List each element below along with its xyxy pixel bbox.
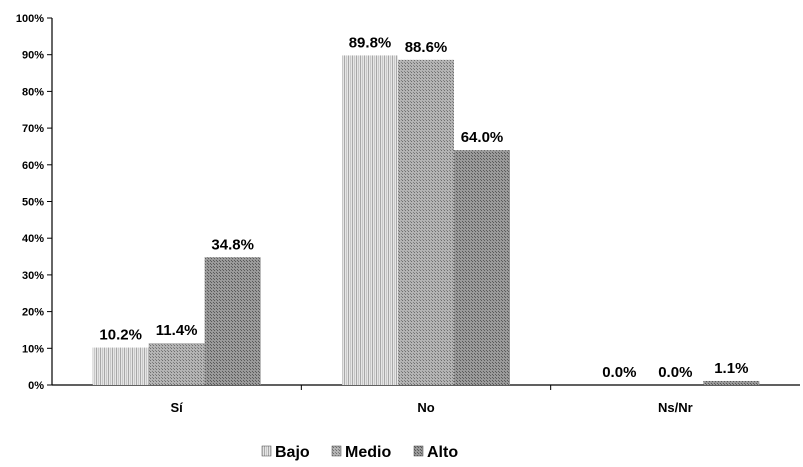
data-label: 1.1% — [714, 360, 748, 377]
y-tick-label: 0% — [28, 380, 44, 392]
y-tick-label: 30% — [22, 270, 44, 282]
y-axis-ticks: 0% 10% 20% 30% 40% 50% 60% 70% 80% 90% 100% — [16, 13, 52, 392]
data-label: 34.8% — [211, 236, 254, 253]
bar-medio — [398, 59, 454, 385]
bar-bajo — [92, 347, 149, 385]
bar-alto — [703, 380, 760, 385]
x-category-label: Sí — [171, 400, 184, 415]
data-label: 88.6% — [405, 39, 448, 56]
data-label: 89.8% — [349, 34, 392, 51]
y-tick-label: 10% — [22, 343, 44, 355]
y-tick-label: 80% — [22, 86, 44, 98]
bar-alto — [204, 257, 261, 385]
bar-alto — [454, 150, 510, 385]
legend-swatch-medio — [331, 445, 342, 457]
legend-swatch-alto — [413, 445, 424, 457]
data-label: 11.4% — [156, 322, 198, 339]
bars — [92, 55, 760, 386]
y-tick-label: 60% — [22, 160, 44, 172]
x-category-label: Ns/Nr — [658, 400, 693, 415]
x-category-label: No — [417, 400, 434, 415]
bar-medio — [148, 343, 205, 385]
legend-label-bajo: Bajo — [275, 444, 310, 461]
y-tick-label: 40% — [22, 233, 44, 245]
data-label: 0.0% — [658, 364, 692, 381]
legend-swatch-bajo — [261, 445, 272, 457]
legend-label-alto: Alto — [427, 444, 458, 461]
bar-bajo — [342, 55, 398, 386]
legend: Bajo Medio Alto — [261, 444, 458, 461]
data-labels: 10.2% 89.8% 0.0% 11.4% 88.6% 0.0% 34.8% 64.0% 1.… — [99, 34, 748, 381]
y-tick-label: 50% — [22, 197, 44, 209]
legend-label-medio: Medio — [345, 444, 391, 461]
data-label: 0.0% — [602, 364, 636, 381]
y-tick-label: 20% — [22, 307, 44, 319]
y-tick-label: 90% — [22, 50, 44, 62]
data-label: 64.0% — [461, 129, 504, 146]
x-axis-categories: Sí No Ns/Nr — [171, 385, 693, 415]
data-label: 10.2% — [99, 327, 142, 344]
y-tick-label: 70% — [22, 123, 44, 135]
y-tick-label: 100% — [16, 13, 44, 25]
